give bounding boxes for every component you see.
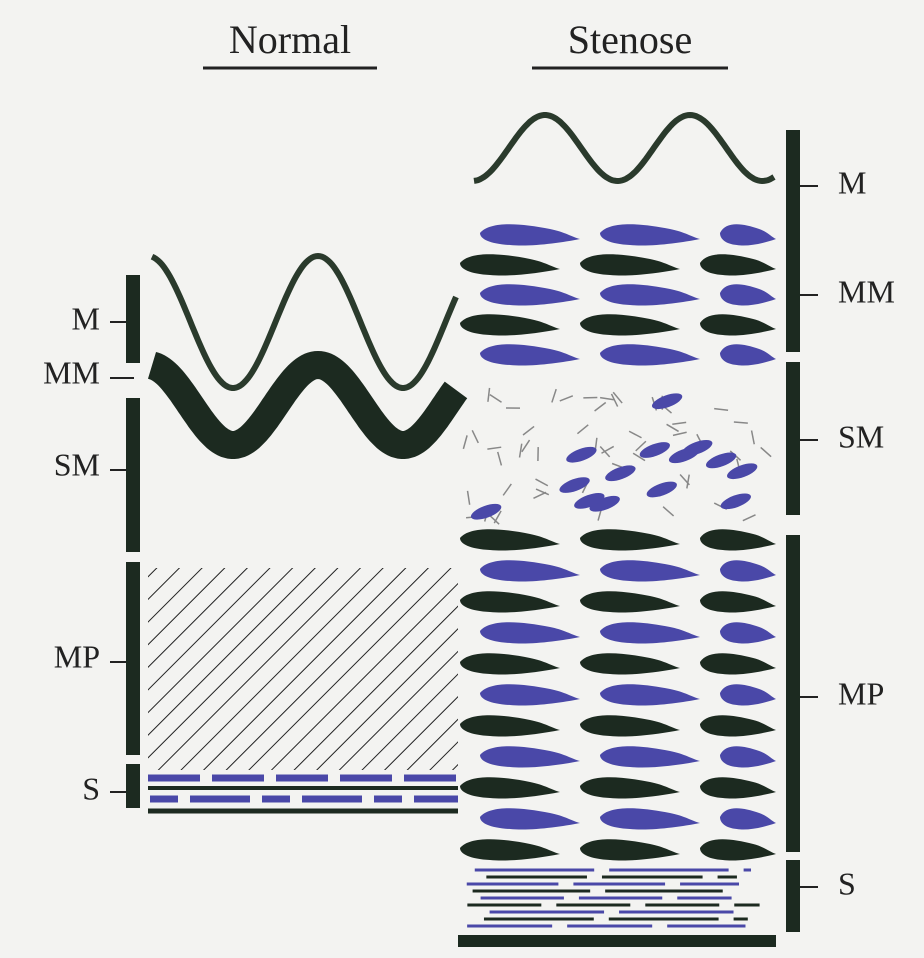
normal-label-ticks: [110, 321, 134, 793]
collagen-fiber: [679, 473, 690, 486]
collagen-fiber: [610, 393, 619, 407]
normal-layer-bars: [126, 275, 140, 808]
layer-bar: [786, 362, 800, 515]
muscle-cell: [651, 393, 683, 410]
layer-label: SM: [54, 446, 100, 482]
collagen-fiber: [628, 430, 642, 439]
submucosa-fibers: [462, 387, 772, 525]
collagen-fiber: [599, 396, 615, 401]
layer-bar: [126, 398, 140, 552]
layer-label: M: [838, 164, 866, 200]
collagen-fiber: [742, 514, 756, 522]
stenose-layer-bars: [458, 130, 800, 947]
collagen-fiber: [672, 431, 687, 437]
muscle-cell: [559, 477, 590, 493]
mucosa-wave: [150, 252, 459, 391]
collagen-fiber: [733, 421, 748, 424]
collagen-fiber: [502, 483, 512, 496]
collagen-fiber: [750, 430, 755, 445]
muscularis-mucosae-wave: [147, 350, 468, 459]
collagen-fiber: [535, 478, 549, 487]
layer-bar: [786, 535, 800, 852]
layer-label: MP: [54, 638, 100, 674]
muscle-cell: [727, 463, 758, 480]
layer-label: MM: [43, 354, 100, 390]
collagen-fiber: [666, 423, 679, 433]
layer-bar: [786, 238, 800, 352]
collagen-fiber: [599, 445, 611, 458]
layer-label: M: [72, 300, 100, 336]
collagen-fiber: [471, 429, 479, 444]
collagen-fiber: [551, 388, 557, 403]
layer-label: MM: [838, 273, 895, 309]
collagen-fiber: [672, 421, 687, 425]
collagen-fiber: [612, 391, 623, 404]
stenose-label-ticks: [800, 185, 818, 888]
collagen-fiber: [533, 491, 547, 500]
mucosa-wave: [473, 111, 776, 185]
smooth-muscle-cells: [460, 224, 776, 861]
muscle-cell: [574, 493, 605, 509]
layer-label: S: [82, 770, 100, 806]
collagen-fiber: [535, 488, 550, 496]
muscle-cell: [705, 452, 737, 469]
muscle-cell: [589, 495, 620, 512]
layer-label: MP: [838, 675, 884, 711]
collagen-fiber: [594, 401, 607, 412]
collagen-fiber: [493, 510, 502, 524]
collagen-fiber: [760, 446, 772, 458]
column-title: Normal: [229, 17, 351, 62]
collagen-fiber: [576, 424, 589, 435]
layer-bar: [126, 764, 140, 808]
collagen-fiber: [686, 474, 690, 489]
collagen-fiber: [489, 393, 502, 403]
collagen-fiber: [714, 407, 729, 412]
collagen-fiber: [632, 452, 646, 462]
collagen-fiber: [518, 443, 523, 458]
collagen-fiber: [487, 446, 502, 450]
muscle-cell: [668, 447, 700, 464]
collagen-fiber: [466, 490, 471, 505]
collagen-fiber: [522, 425, 535, 436]
column-title: Stenose: [568, 17, 692, 62]
collagen-fiber: [601, 445, 615, 454]
muscle-cell: [720, 493, 751, 510]
layer-label: S: [838, 865, 856, 901]
collagen-fiber: [496, 451, 503, 466]
collagen-fiber: [487, 387, 491, 402]
layer-bar: [126, 562, 140, 755]
muscle-cell: [470, 503, 502, 520]
layer-label: SM: [838, 418, 884, 454]
serosa-fibers: [466, 868, 760, 928]
layer-bar: [786, 860, 800, 932]
layer-bar: [126, 275, 140, 363]
collagen-fiber: [635, 440, 647, 452]
collagen-fiber: [462, 435, 468, 450]
serosa-stripes: [148, 774, 458, 814]
muscle-cell: [605, 465, 636, 482]
layer-bar: [786, 130, 800, 250]
muscle-cell: [646, 481, 677, 498]
muscularis-propria-hatch: [148, 568, 458, 770]
muscle-cell: [566, 446, 597, 463]
collagen-fiber: [662, 506, 675, 517]
muscle-cell: [639, 442, 670, 458]
collagen-fiber: [559, 395, 574, 402]
collagen-fiber: [521, 439, 531, 453]
bottom-bar: [458, 935, 776, 947]
